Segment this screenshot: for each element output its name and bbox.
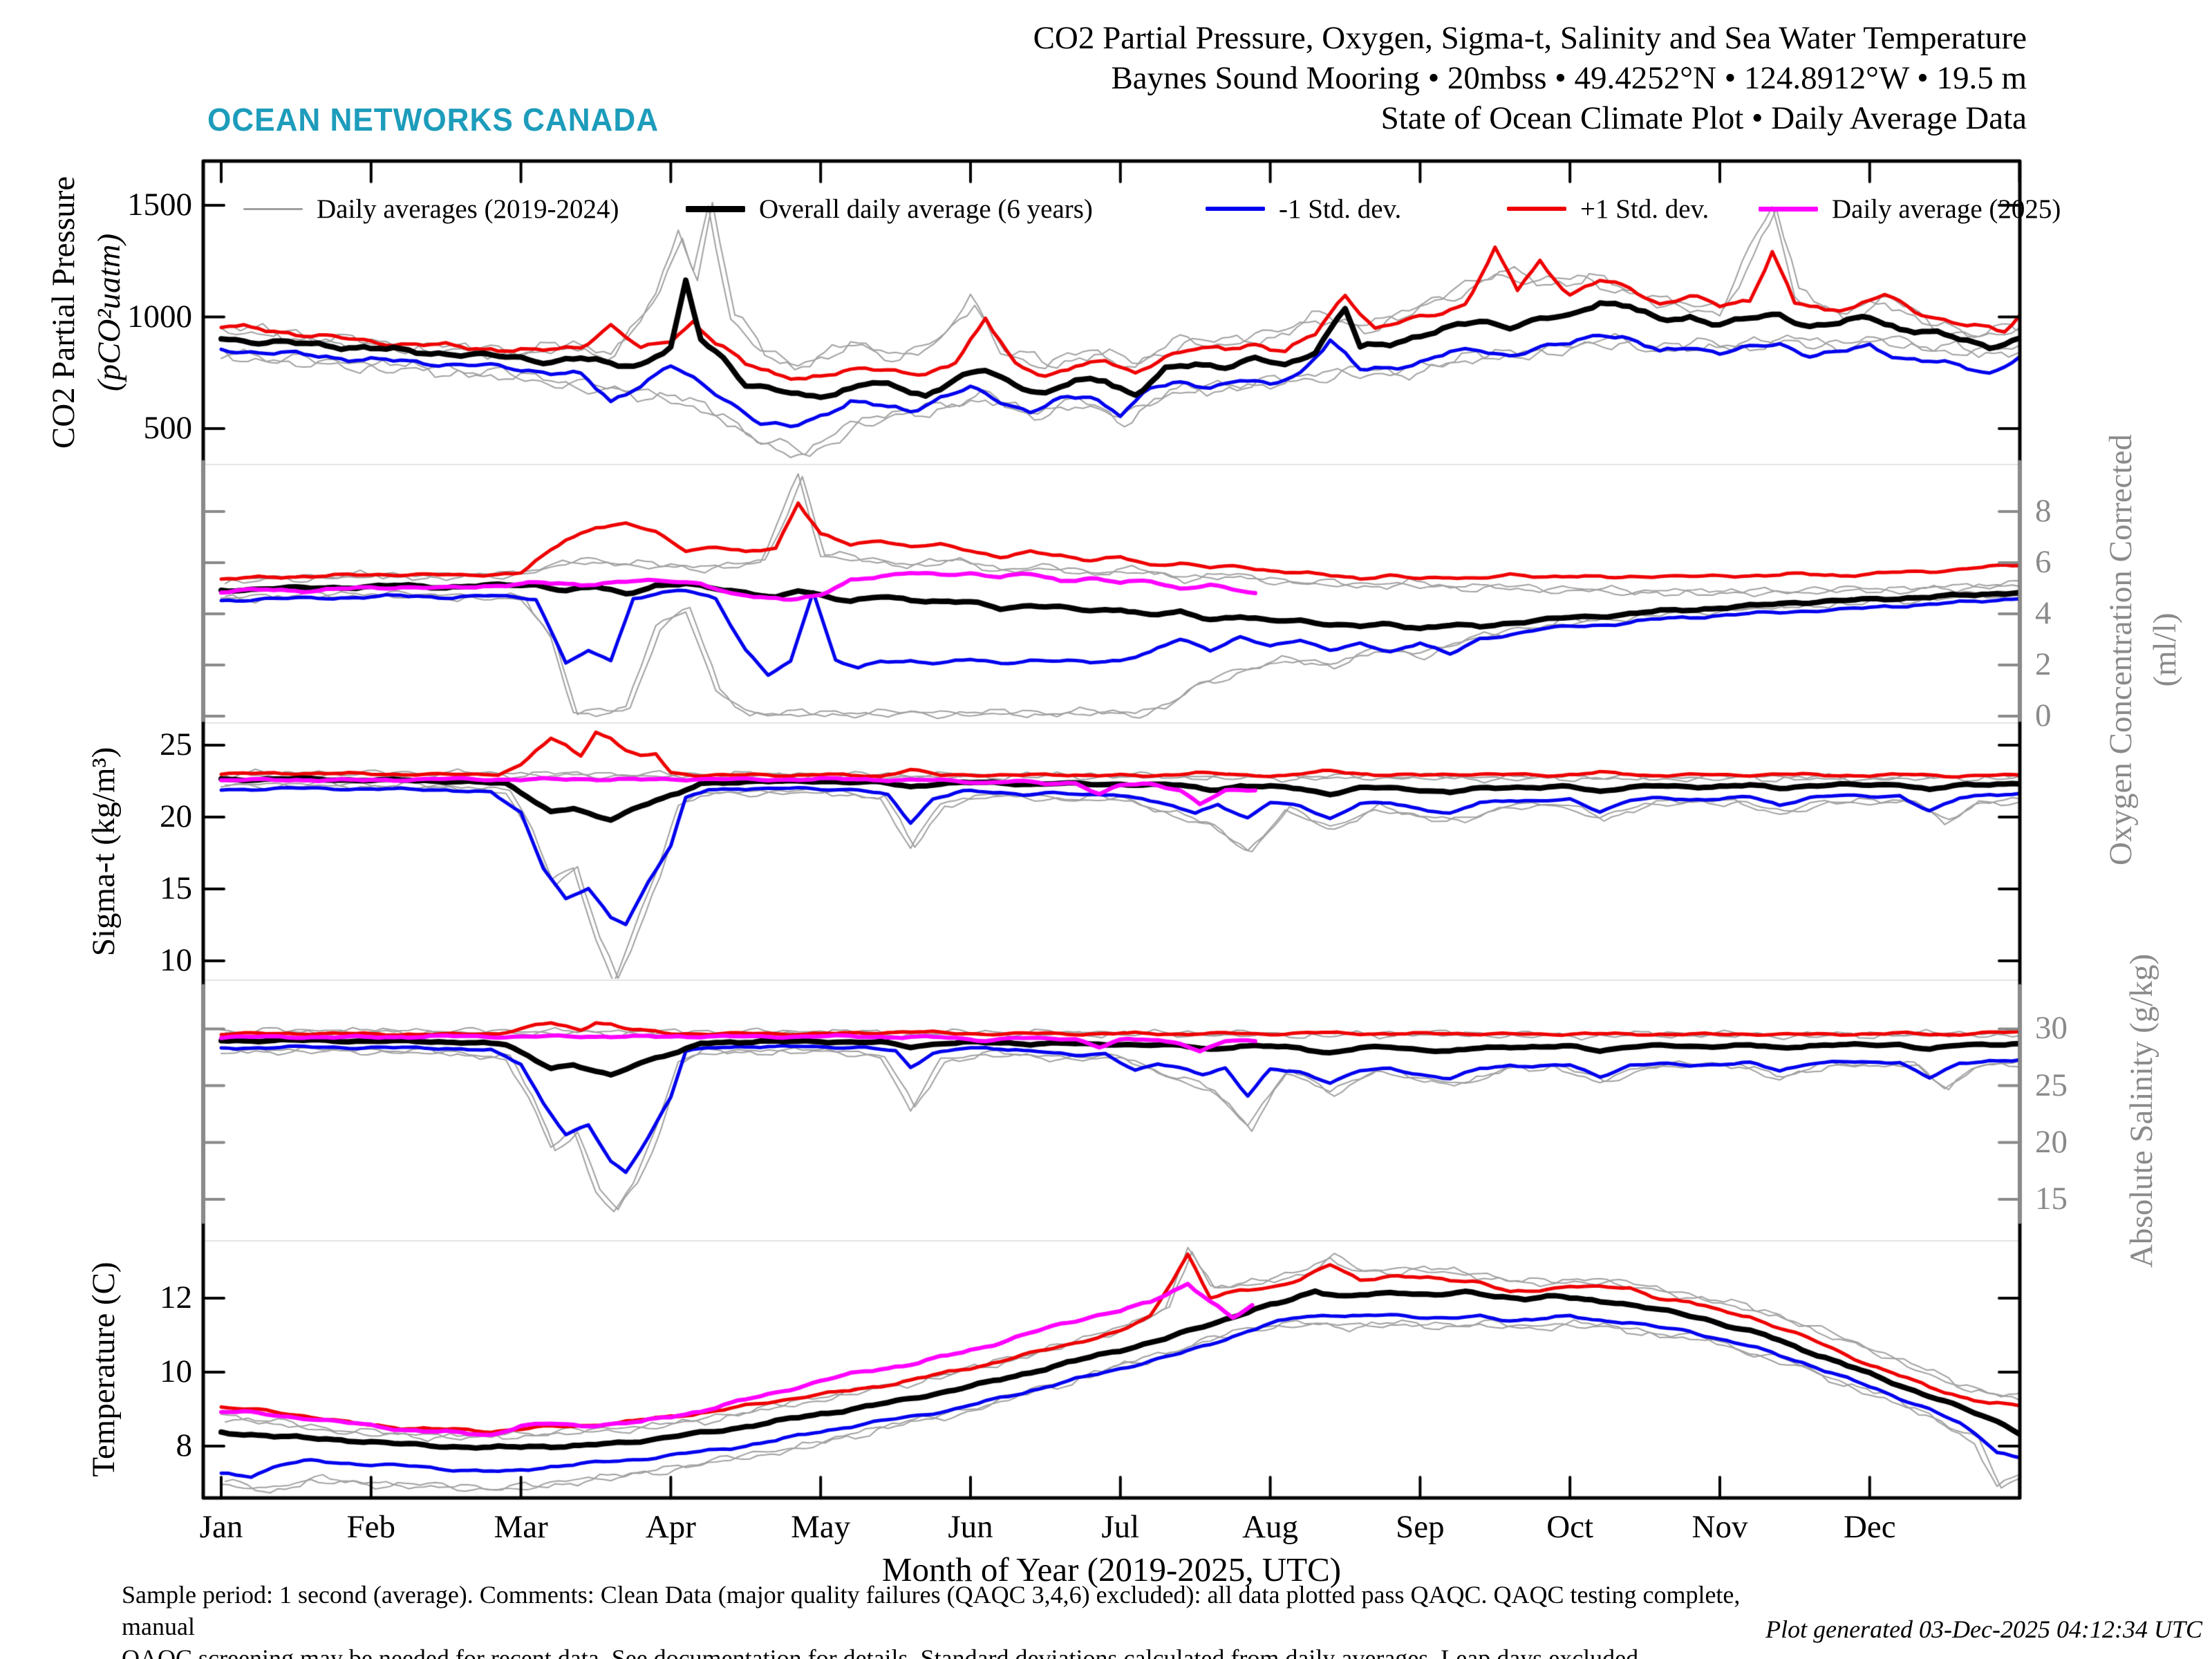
title-line-2: Baynes Sound Mooring • 20mbss • 49.4252°… — [1111, 60, 2027, 96]
month-label-mar: Mar — [494, 1509, 548, 1545]
month-label-nov: Nov — [1691, 1509, 1748, 1545]
footer-line-1: Sample period: 1 second (average). Comme… — [122, 1581, 1741, 1640]
title-line-3: State of Ocean Climate Plot • Daily Aver… — [1380, 100, 2027, 136]
generated-timestamp: Plot generated 03-Dec-2025 04:12:34 UTC — [1765, 1615, 2202, 1643]
co2-tick-500: 500 — [143, 410, 193, 446]
legend-swatch-1 — [686, 205, 745, 212]
temperature-tick-10: 10 — [160, 1353, 192, 1389]
month-label-may: May — [791, 1509, 851, 1545]
month-label-feb: Feb — [346, 1509, 396, 1545]
legend-label-4: Daily average (2025) — [1832, 194, 2061, 224]
legend-label-0: Daily averages (2019-2024) — [317, 194, 619, 224]
footer-comments: Sample period: 1 second (average). Comme… — [122, 1579, 1781, 1659]
salinity-tick-30: 30 — [2035, 1010, 2068, 1047]
month-label-dec: Dec — [1843, 1509, 1896, 1545]
legend-item-3: +1 Std. dev. — [1507, 191, 1709, 227]
legend-item-4: Daily average (2025) — [1759, 191, 2061, 227]
temperature-tick-8: 8 — [176, 1427, 193, 1463]
legend-item-2: -1 Std. dev. — [1206, 191, 1401, 227]
co2-tick-1000: 1000 — [127, 298, 192, 335]
legend-swatch-3 — [1507, 207, 1566, 211]
legend-label-3: +1 Std. dev. — [1580, 194, 1709, 224]
oxygen-tick-8: 8 — [2035, 493, 2052, 529]
legend-item-1: Overall daily average (6 years) — [686, 191, 1093, 227]
plot-title: CO2 Partial Pressure, Oxygen, Sigma-t, S… — [1033, 18, 2027, 138]
x-axis-title: Month of Year (2019-2025, UTC) — [881, 1550, 1342, 1588]
title-line-1: CO2 Partial Pressure, Oxygen, Sigma-t, S… — [1033, 20, 2027, 56]
salinity-axis-title: Absolute Salinity (g/kg) — [2124, 953, 2159, 1268]
month-label-jun: Jun — [948, 1509, 993, 1545]
ocean-networks-canada-logo: OCEAN NETWORKS CANADA — [207, 102, 659, 138]
salinity-tick-15: 15 — [2035, 1181, 2068, 1217]
temperature-axis-title: Temperature (C) — [86, 1262, 122, 1477]
legend-label-1: Overall daily average (6 years) — [759, 194, 1093, 224]
month-label-jan: Jan — [199, 1509, 243, 1545]
legend-label-2: -1 Std. dev. — [1279, 194, 1402, 224]
salinity-tick-25: 25 — [2035, 1067, 2068, 1103]
oxygen-tick-0: 0 — [2035, 697, 2052, 733]
month-label-aug: Aug — [1242, 1509, 1299, 1545]
sigma_t-tick-10: 10 — [160, 942, 192, 978]
footer-line-2: QAQC screening may be needed for recent … — [122, 1644, 1645, 1659]
legend-swatch-4 — [1759, 206, 1818, 212]
sigma_t-tick-20: 20 — [160, 798, 192, 834]
oxygen-tick-2: 2 — [2035, 646, 2052, 682]
sigma_t-tick-25: 25 — [160, 727, 192, 762]
legend-swatch-0 — [243, 207, 303, 210]
legend-swatch-2 — [1206, 207, 1265, 211]
month-label-sep: Sep — [1396, 1509, 1445, 1545]
legend-item-0: Daily averages (2019-2024) — [243, 191, 619, 227]
oxygen-tick-4: 4 — [2035, 595, 2052, 631]
temperature-tick-12: 12 — [160, 1280, 192, 1315]
month-label-oct: Oct — [1546, 1509, 1594, 1545]
co2-tick-1500: 1500 — [127, 187, 192, 223]
month-label-jul: Jul — [1101, 1509, 1140, 1545]
salinity-tick-20: 20 — [2035, 1123, 2068, 1160]
month-label-apr: Apr — [645, 1509, 696, 1545]
sigma_t-tick-15: 15 — [160, 870, 192, 906]
oxygen-tick-6: 6 — [2035, 544, 2052, 580]
